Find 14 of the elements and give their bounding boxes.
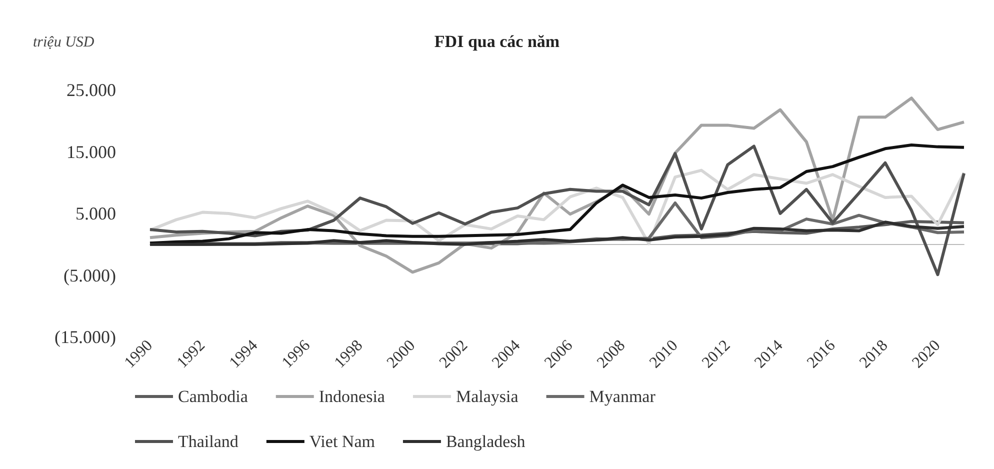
legend-label: Indonesia bbox=[318, 387, 386, 406]
y-tick-label: 25.000 bbox=[66, 80, 116, 100]
legend-label: Malaysia bbox=[456, 387, 519, 406]
y-tick-label: 15.000 bbox=[66, 142, 116, 162]
legend-label: Viet Nam bbox=[309, 432, 375, 451]
legend-label: Myanmar bbox=[589, 387, 656, 406]
y-tick-label: (5.000) bbox=[64, 265, 116, 286]
y-axis-title: triệu USD bbox=[33, 34, 94, 50]
legend-label: Thailand bbox=[178, 432, 239, 451]
y-tick-label: (15.000) bbox=[54, 327, 116, 347]
legend-label: Cambodia bbox=[178, 387, 248, 406]
chart-title: FDI qua các năm bbox=[434, 32, 560, 51]
legend-label: Bangladesh bbox=[446, 432, 526, 451]
y-tick-label: 5.000 bbox=[76, 204, 116, 224]
